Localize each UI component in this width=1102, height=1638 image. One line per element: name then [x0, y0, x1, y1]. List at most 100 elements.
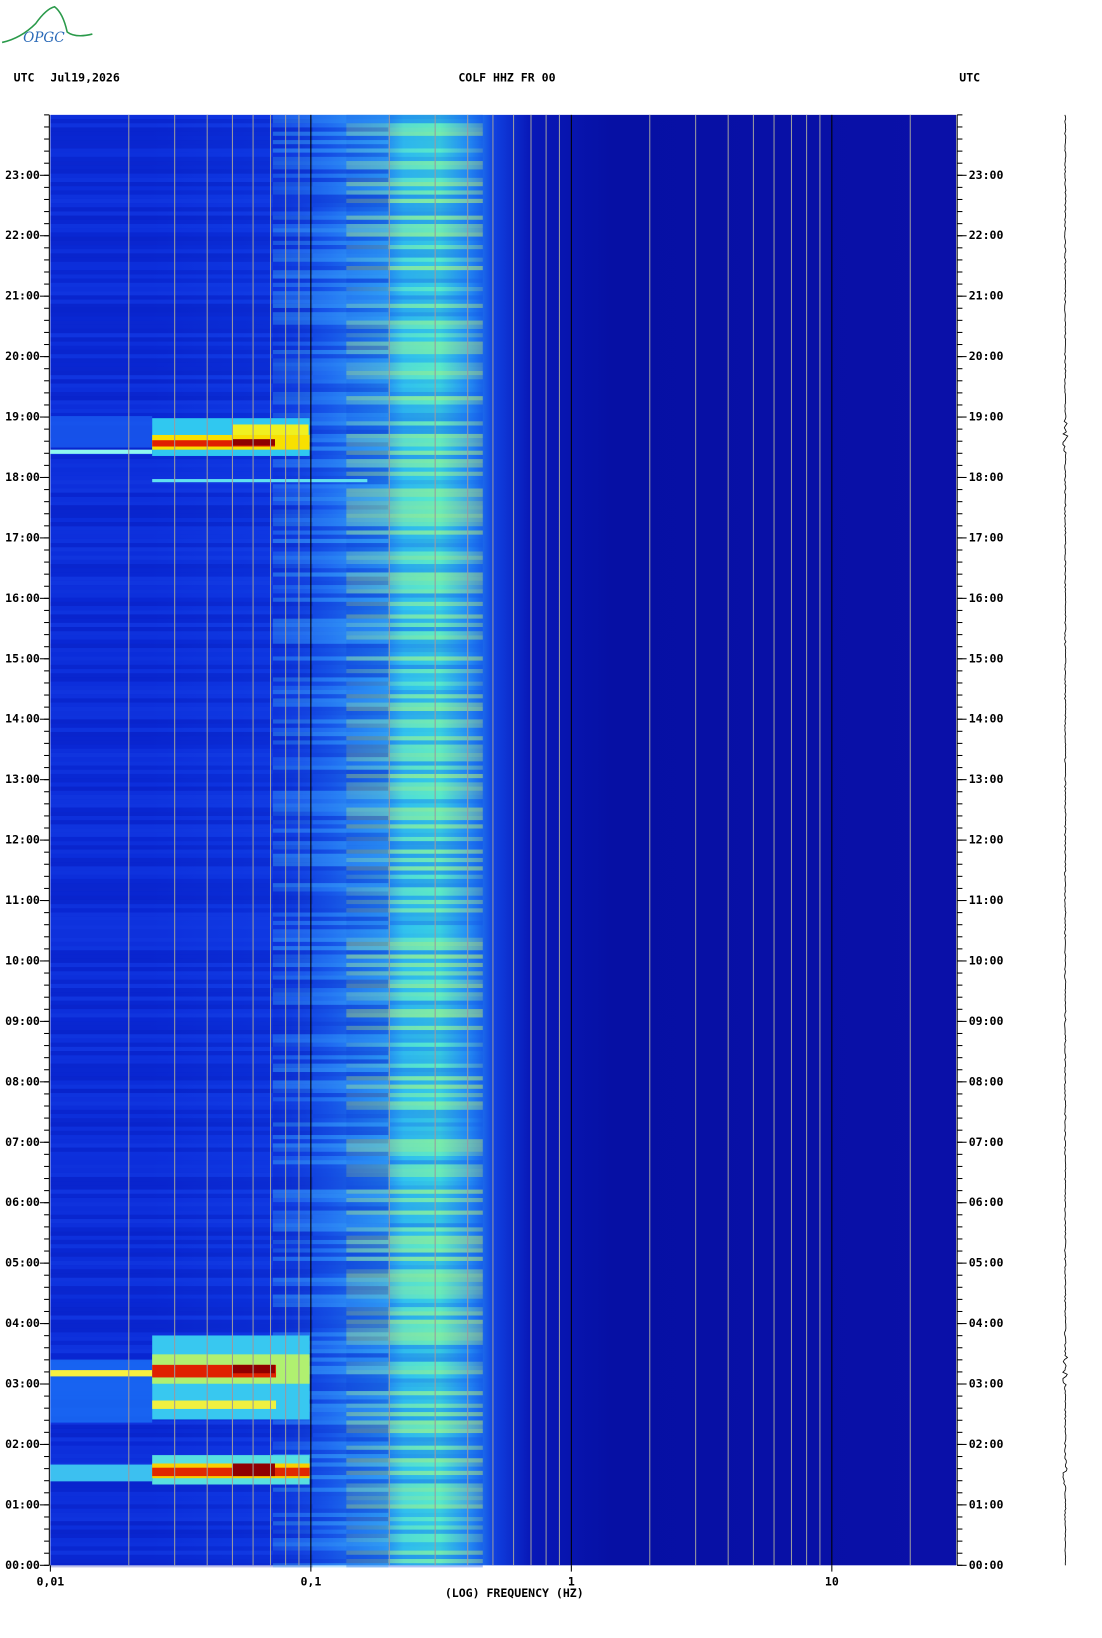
texture-streak: [346, 1470, 483, 1476]
texture-streak: [346, 1521, 483, 1526]
texture-streak: [346, 1525, 483, 1530]
texture-streak: [272, 1559, 389, 1564]
texture-streak: [50, 631, 313, 636]
texture-streak: [272, 761, 389, 766]
texture-streak: [50, 1533, 313, 1539]
texture-streak: [50, 950, 313, 955]
texture-streak: [346, 1063, 483, 1068]
texture-streak: [346, 862, 483, 867]
texture-streak: [272, 282, 389, 287]
texture-streak: [50, 1176, 313, 1182]
texture-streak: [272, 1122, 389, 1127]
texture-streak: [272, 1307, 389, 1312]
texture-streak: [346, 203, 483, 208]
texture-streak: [50, 702, 313, 707]
texture-streak: [272, 1030, 389, 1035]
texture-streak: [272, 824, 389, 829]
texture-streak: [346, 1491, 483, 1497]
texture-streak: [50, 761, 313, 766]
texture-streak: [346, 1013, 483, 1018]
texture-streak: [346, 1550, 483, 1555]
texture-streak: [346, 601, 483, 607]
texture-streak: [272, 1311, 389, 1316]
texture-streak: [50, 904, 313, 909]
texture-streak: [272, 1441, 389, 1446]
texture-streak: [272, 1017, 389, 1022]
texture-streak: [346, 946, 483, 951]
texture-streak: [50, 274, 313, 279]
texture-streak: [50, 1114, 313, 1119]
texture-streak: [272, 291, 389, 296]
texture-streak: [50, 1554, 313, 1560]
texture-streak: [346, 572, 483, 577]
texture-streak: [346, 1256, 483, 1261]
texture-streak: [272, 1487, 389, 1492]
texture-streak: [272, 1072, 389, 1077]
texture-streak: [346, 1076, 483, 1081]
texture-streak: [346, 312, 483, 317]
texture-streak: [272, 941, 389, 947]
y-tick-label: 17:00: [5, 530, 40, 544]
texture-streak: [346, 501, 483, 506]
texture-streak: [346, 349, 483, 355]
texture-streak: [50, 119, 313, 124]
texture-streak: [272, 690, 389, 695]
texture-streak: [346, 1315, 483, 1320]
texture-streak: [346, 1290, 483, 1295]
texture-streak: [346, 673, 483, 678]
texture-streak: [272, 1550, 389, 1555]
texture-streak: [50, 857, 313, 863]
texture-streak: [346, 765, 483, 770]
texture-streak: [346, 1462, 483, 1467]
texture-streak: [272, 585, 389, 590]
texture-streak: [50, 967, 313, 972]
texture-streak: [346, 1172, 483, 1177]
texture-streak: [272, 471, 389, 476]
texture-streak: [272, 1021, 389, 1026]
texture-streak: [346, 219, 483, 225]
texture-streak: [50, 1491, 313, 1497]
texture-streak: [272, 1399, 389, 1404]
texture-streak: [50, 601, 313, 607]
texture-streak: [272, 396, 389, 401]
texture-streak: [50, 866, 313, 871]
y-tick-label: 07:00: [969, 1135, 1004, 1149]
texture-streak: [346, 1143, 483, 1148]
texture-streak: [272, 1445, 389, 1450]
texture-streak: [272, 1475, 389, 1480]
event-band: [152, 1467, 310, 1477]
texture-streak: [50, 345, 313, 350]
texture-streak: [346, 454, 483, 460]
texture-streak: [272, 249, 389, 254]
texture-streak: [272, 400, 389, 405]
texture-streak: [346, 1155, 483, 1161]
texture-streak: [272, 1093, 389, 1098]
texture-streak: [346, 1281, 483, 1287]
texture-streak: [346, 547, 483, 552]
texture-streak: [50, 488, 313, 493]
texture-streak: [272, 1084, 389, 1089]
texture-streak: [50, 467, 313, 472]
texture-streak: [272, 538, 389, 544]
texture-streak: [272, 685, 389, 691]
texture-streak: [272, 1176, 389, 1182]
texture-streak: [346, 186, 483, 191]
texture-streak: [50, 1546, 313, 1551]
texture-streak: [272, 240, 389, 246]
texture-streak: [50, 564, 313, 569]
texture-streak: [50, 1428, 313, 1434]
texture-streak: [346, 904, 483, 909]
texture-streak: [346, 459, 483, 464]
texture-streak: [50, 614, 313, 619]
texture-streak: [50, 396, 313, 401]
texture-streak: [272, 1349, 389, 1354]
texture-streak: [50, 971, 313, 976]
texture-streak: [272, 224, 389, 229]
texture-streak: [50, 1559, 313, 1564]
texture-streak: [272, 1185, 389, 1190]
texture-streak: [272, 555, 389, 560]
texture-streak: [272, 203, 389, 208]
texture-streak: [272, 576, 389, 581]
texture-streak: [50, 307, 313, 313]
texture-streak: [346, 1458, 483, 1463]
